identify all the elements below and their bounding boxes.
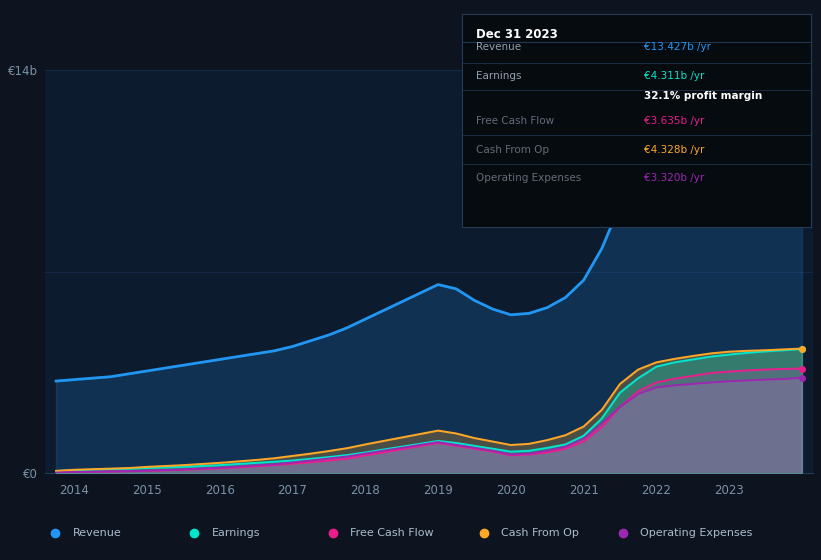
Text: €4.328b /yr: €4.328b /yr — [644, 145, 704, 155]
Text: Earnings: Earnings — [476, 71, 521, 81]
Text: €13.427b /yr: €13.427b /yr — [644, 42, 711, 52]
Text: Free Cash Flow: Free Cash Flow — [476, 116, 554, 127]
Text: Revenue: Revenue — [72, 528, 122, 538]
Text: €3.635b /yr: €3.635b /yr — [644, 116, 704, 127]
Text: €4.311b /yr: €4.311b /yr — [644, 71, 704, 81]
Text: 32.1% profit margin: 32.1% profit margin — [644, 91, 762, 101]
Text: Cash From Op: Cash From Op — [501, 528, 579, 538]
Text: €3.320b /yr: €3.320b /yr — [644, 173, 704, 183]
Text: Cash From Op: Cash From Op — [476, 145, 549, 155]
Text: Free Cash Flow: Free Cash Flow — [351, 528, 434, 538]
Text: Operating Expenses: Operating Expenses — [476, 173, 581, 183]
Text: Earnings: Earnings — [211, 528, 260, 538]
Text: Dec 31 2023: Dec 31 2023 — [476, 28, 558, 41]
Text: Operating Expenses: Operating Expenses — [640, 528, 752, 538]
Text: Revenue: Revenue — [476, 42, 521, 52]
